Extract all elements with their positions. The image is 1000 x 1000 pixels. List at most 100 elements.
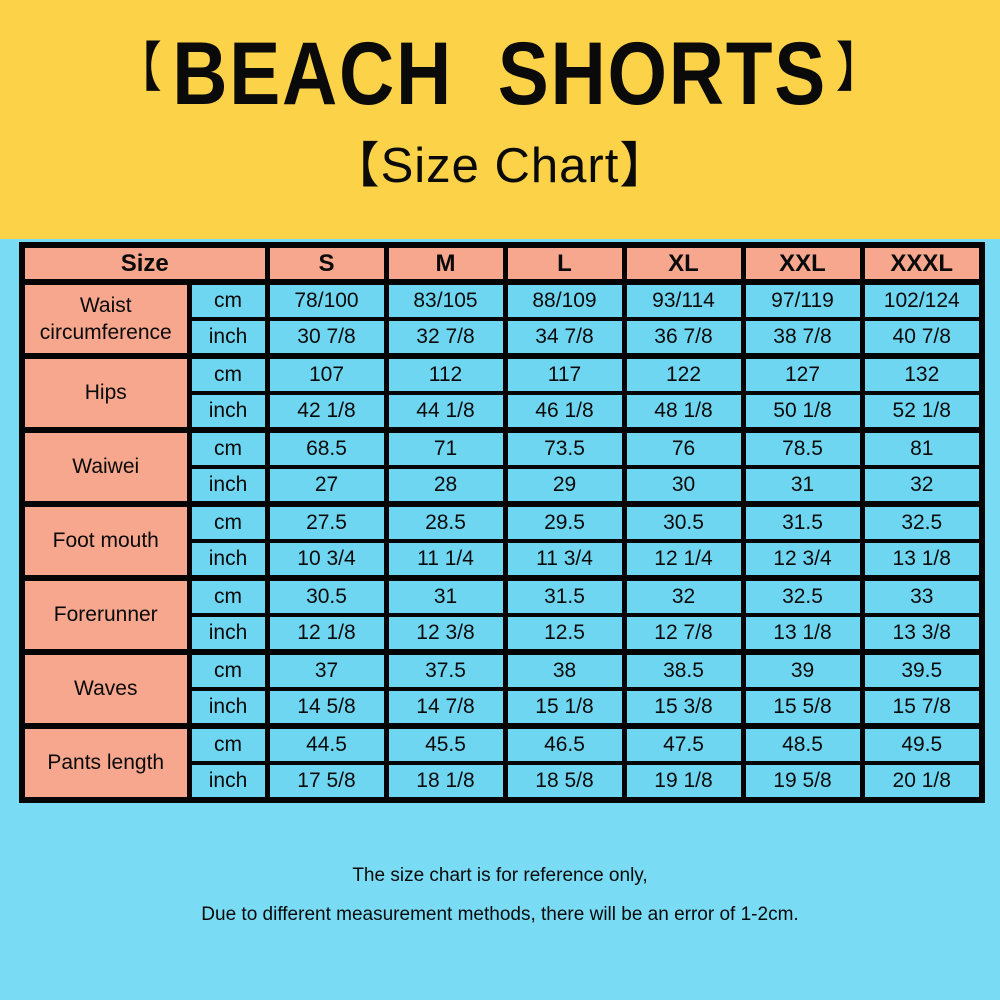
table-row: inch 27 28 29 30 31 32 [22, 465, 985, 506]
value-cell: 28.5 [383, 501, 508, 543]
value-cell: 20 1/8 [859, 761, 985, 802]
value-cell: 32.5 [740, 575, 865, 617]
title-open-bracket: 【 [115, 38, 165, 98]
unit-cell: inch [186, 391, 270, 432]
value-cell: 15 5/8 [740, 687, 865, 728]
value-cell: 122 [621, 353, 746, 395]
value-cell: 44 1/8 [383, 391, 508, 432]
title-word-shorts: SHORTS [498, 22, 828, 123]
value-cell: 39.5 [859, 649, 985, 691]
title-close-bracket: 】 [835, 38, 885, 98]
value-cell: 15 7/8 [859, 687, 985, 728]
value-cell: 48.5 [740, 723, 865, 765]
value-cell: 13 1/8 [859, 539, 985, 580]
value-cell: 15 3/8 [621, 687, 746, 728]
value-cell: 28 [383, 465, 508, 506]
value-cell: 31.5 [502, 575, 627, 617]
value-cell: 40 7/8 [859, 317, 985, 358]
unit-cell: cm [186, 353, 270, 395]
value-cell: 76 [621, 427, 746, 469]
col-header-l: L [502, 243, 627, 284]
unit-cell: inch [186, 761, 270, 802]
col-header-xxl: XXL [740, 243, 865, 284]
unit-cell: cm [186, 427, 270, 469]
value-cell: 12 7/8 [621, 613, 746, 654]
value-cell: 12 1/4 [621, 539, 746, 580]
table-row: inch 10 3/4 11 1/4 11 3/4 12 1/4 12 3/4 … [22, 539, 985, 580]
value-cell: 27.5 [264, 501, 389, 543]
value-cell: 39 [740, 649, 865, 691]
value-cell: 31 [740, 465, 865, 506]
table-row: Waist circumference cm 78/100 83/105 88/… [19, 279, 985, 358]
page-subtitle: 【Size Chart】 [330, 139, 670, 193]
table-row: inch 30 7/8 32 7/8 34 7/8 36 7/8 38 7/8 … [22, 317, 985, 358]
unit-cell: cm [186, 723, 270, 765]
value-cell: 32.5 [859, 501, 985, 543]
unit-cell: cm [186, 501, 270, 543]
value-cell: 68.5 [264, 427, 389, 469]
value-cell: 36 7/8 [621, 317, 746, 358]
header-banner: 【 BEACH SHORTS 】 【Size Chart】 [0, 0, 1000, 239]
value-cell: 38.5 [621, 649, 746, 691]
value-cell: 18 1/8 [383, 761, 508, 802]
value-cell: 31 [383, 575, 508, 617]
table-row: inch 12 1/8 12 3/8 12.5 12 7/8 13 1/8 13… [22, 613, 985, 654]
value-cell: 37.5 [383, 649, 508, 691]
unit-cell: cm [186, 279, 270, 321]
col-header-xl: XL [621, 243, 746, 284]
value-cell: 78.5 [740, 427, 865, 469]
value-cell: 27 [264, 465, 389, 506]
value-cell: 38 7/8 [740, 317, 865, 358]
value-cell: 33 [859, 575, 985, 617]
unit-cell: inch [186, 613, 270, 654]
value-cell: 34 7/8 [502, 317, 627, 358]
value-cell: 11 3/4 [502, 539, 627, 580]
corner-header-size: Size [19, 243, 270, 284]
page-title: 【 BEACH SHORTS 】 [0, 18, 1000, 128]
measure-label-waves: Waves [19, 649, 192, 728]
measure-label-pants-length: Pants length [19, 723, 192, 802]
value-cell: 32 7/8 [383, 317, 508, 358]
value-cell: 127 [740, 353, 865, 395]
table-row: Forerunner cm 30.5 31 31.5 32 32.5 33 [19, 575, 985, 654]
footer-note: The size chart is for reference only, Du… [0, 856, 1000, 934]
value-cell: 31.5 [740, 501, 865, 543]
value-cell: 29.5 [502, 501, 627, 543]
value-cell: 30 7/8 [264, 317, 389, 358]
measure-label-foot-mouth: Foot mouth [19, 501, 192, 580]
unit-cell: inch [186, 687, 270, 728]
value-cell: 42 1/8 [264, 391, 389, 432]
value-cell: 52 1/8 [859, 391, 985, 432]
col-header-m: M [383, 243, 508, 284]
value-cell: 97/119 [740, 279, 865, 321]
measure-label-waist: Waist circumference [19, 279, 192, 358]
measure-label-forerunner: Forerunner [19, 575, 192, 654]
value-cell: 38 [502, 649, 627, 691]
table-row: Waves cm 37 37.5 38 38.5 39 39.5 [19, 649, 985, 728]
unit-cell: cm [186, 649, 270, 691]
unit-cell: cm [186, 575, 270, 617]
title-word-beach: BEACH [172, 22, 454, 123]
value-cell: 48 1/8 [621, 391, 746, 432]
value-cell: 47.5 [621, 723, 746, 765]
value-cell: 18 5/8 [502, 761, 627, 802]
measure-label-hips: Hips [19, 353, 192, 432]
value-cell: 83/105 [383, 279, 508, 321]
value-cell: 44.5 [264, 723, 389, 765]
value-cell: 46.5 [502, 723, 627, 765]
value-cell: 112 [383, 353, 508, 395]
table-row: Foot mouth cm 27.5 28.5 29.5 30.5 31.5 3… [19, 501, 985, 580]
unit-cell: inch [186, 317, 270, 358]
measure-label-waiwei: Waiwei [19, 427, 192, 506]
value-cell: 12 3/4 [740, 539, 865, 580]
unit-cell: inch [186, 465, 270, 506]
value-cell: 13 1/8 [740, 613, 865, 654]
table-row: inch 17 5/8 18 1/8 18 5/8 19 1/8 19 5/8 … [22, 761, 985, 802]
footer-note-line2: Due to different measurement methods, th… [201, 904, 799, 925]
value-cell: 37 [264, 649, 389, 691]
value-cell: 30.5 [621, 501, 746, 543]
table-header-row: Size S M L XL XXL XXXL [19, 243, 985, 284]
value-cell: 49.5 [859, 723, 985, 765]
value-cell: 88/109 [502, 279, 627, 321]
value-cell: 50 1/8 [740, 391, 865, 432]
